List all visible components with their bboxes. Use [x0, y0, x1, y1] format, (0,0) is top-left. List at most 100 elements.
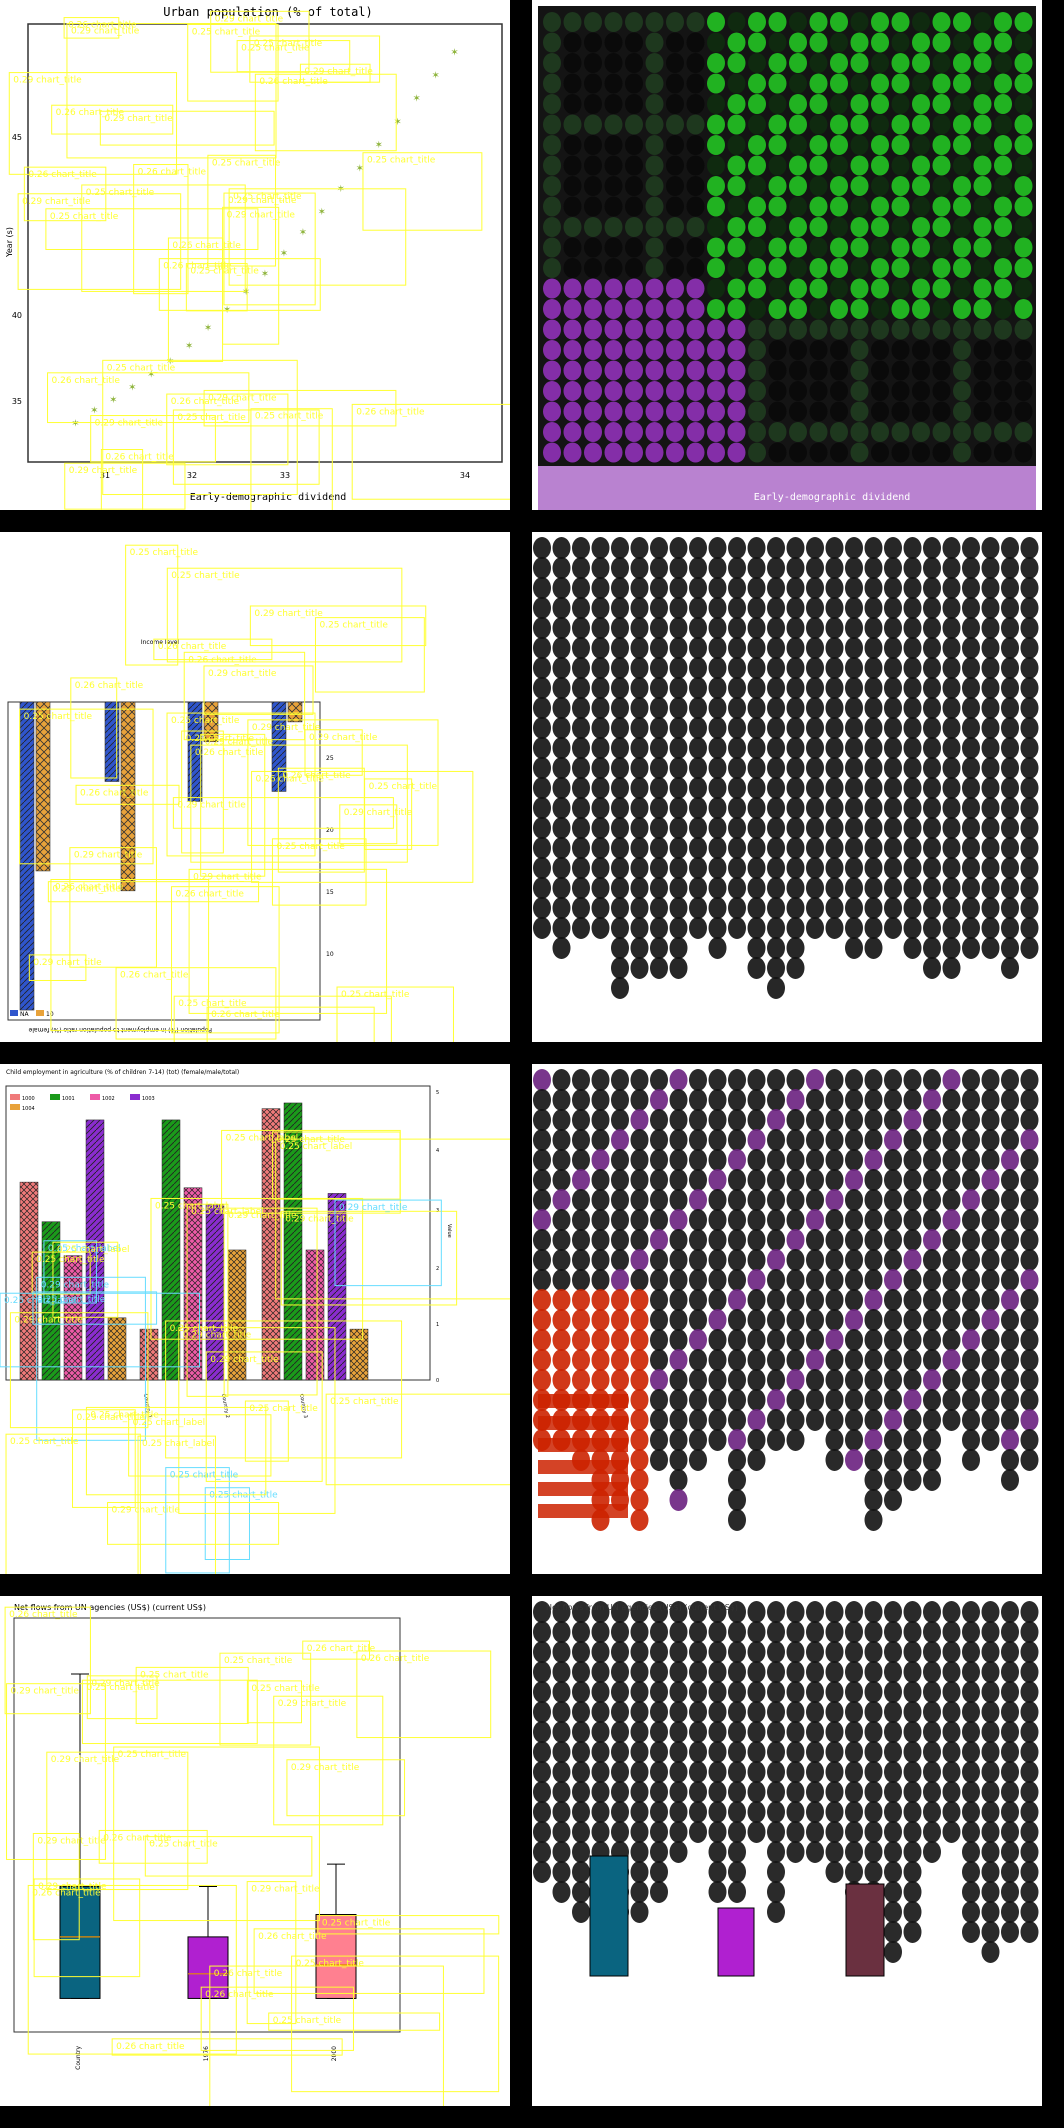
field-cell — [923, 817, 941, 839]
field-cell — [884, 637, 902, 659]
heatmap-cell — [686, 155, 705, 176]
field-cell — [923, 857, 941, 879]
field-cell — [611, 837, 629, 859]
heatmap-cell — [604, 422, 623, 442]
field-cell — [591, 757, 610, 779]
heatmap-cell — [973, 12, 992, 32]
overlay-label: 0.25 chart_title — [209, 1491, 278, 1501]
heatmap-cell — [850, 217, 869, 237]
field-cell — [767, 737, 785, 759]
overlay-box — [187, 23, 279, 102]
overlay-label: 0.25 chart_title — [249, 1404, 318, 1414]
field-cell — [845, 577, 863, 599]
field-cell — [669, 1129, 688, 1151]
field-cell — [747, 1781, 766, 1803]
field-cell — [1001, 777, 1019, 799]
overlay-box — [5, 1433, 141, 1574]
field-cell — [806, 1329, 824, 1351]
field-cell — [806, 557, 824, 579]
field-cell — [591, 1069, 610, 1091]
field-cell — [806, 657, 824, 679]
field-cell — [728, 1369, 746, 1391]
field-cell — [962, 1901, 980, 1923]
field-cell — [1001, 1269, 1019, 1291]
field-cell — [650, 597, 668, 619]
field-cell — [962, 1249, 980, 1271]
heatmap-cell — [727, 73, 746, 94]
field-cell — [825, 1109, 844, 1131]
field-cell — [884, 1329, 902, 1351]
field-cell — [669, 1641, 688, 1663]
heatmap-cell — [625, 319, 643, 340]
overlay-box — [133, 164, 189, 295]
heatmap-cell — [994, 12, 1012, 32]
field-cell — [708, 1329, 727, 1351]
field-cell — [630, 1901, 649, 1923]
field-cell — [825, 1189, 844, 1211]
overlay-label: 0.25 chart_title — [190, 267, 259, 277]
heatmap-cell — [707, 442, 725, 463]
field-cell — [591, 1369, 610, 1391]
heatmap-cell — [871, 258, 889, 278]
heatmap-cell — [543, 53, 561, 73]
field-cell — [630, 1489, 649, 1511]
heatmap-cell — [604, 278, 623, 299]
field-cell — [923, 1621, 941, 1643]
heatmap-cell — [625, 237, 643, 258]
field-cell — [708, 1841, 727, 1863]
field-cell — [650, 1801, 668, 1823]
field-cell — [728, 1801, 746, 1823]
field-cell — [942, 1681, 961, 1703]
field-cell — [903, 757, 922, 779]
field-cell — [981, 917, 1000, 939]
field-cell — [669, 757, 688, 779]
field-cell — [689, 1389, 707, 1411]
heatmap-cell — [953, 278, 971, 299]
heatmap-x-label: Early-demographic dividend — [754, 492, 911, 503]
heatmap-cell — [645, 12, 664, 32]
field-cell — [1020, 717, 1039, 739]
overlay-label: 0.25 chart_title — [233, 192, 302, 202]
field-band — [538, 1394, 628, 1408]
field-cell — [981, 1821, 1000, 1843]
field-cell — [962, 817, 980, 839]
heatmap-cell — [850, 155, 869, 176]
field-cell — [747, 1229, 766, 1251]
field-cell — [747, 837, 766, 859]
tick-labels: 31 32 33 34 35 40 45 — [12, 133, 470, 480]
field-band — [538, 1438, 628, 1452]
heatmap-svg: Early-demographic dividend — [532, 0, 1042, 510]
field-cell — [669, 1249, 688, 1271]
field-cell — [552, 1781, 571, 1803]
y-tick-label: 20 — [326, 827, 334, 834]
field-cell — [864, 1469, 883, 1491]
heatmap-cell — [543, 73, 561, 94]
field-cell — [923, 1349, 941, 1371]
field-cell — [923, 557, 941, 579]
field-cell — [903, 577, 922, 599]
overlay-label: 0.29 chart_title — [33, 958, 102, 968]
heatmap-cell — [830, 32, 848, 53]
field-cell — [747, 597, 766, 619]
field-cell — [630, 777, 649, 799]
field-cell — [611, 657, 629, 679]
field-cell — [864, 877, 883, 899]
field-cell — [591, 1761, 610, 1783]
legend-label: 1000 — [22, 1096, 35, 1102]
field-cell — [864, 717, 883, 739]
heatmap-cell — [584, 258, 602, 278]
field-cell — [728, 577, 746, 599]
heatmap-cell — [871, 299, 889, 319]
field-cell — [942, 1741, 961, 1763]
field-cell — [1020, 1409, 1039, 1431]
heatmap-cell — [686, 12, 705, 32]
overlay-label: 0.25 chart_title — [171, 571, 240, 581]
field-cell — [1001, 1801, 1019, 1823]
field-cell — [942, 697, 961, 719]
heatmap-cell — [563, 176, 582, 196]
field-cell — [669, 957, 688, 979]
heatmap-cell — [994, 360, 1012, 381]
heatmap-cell — [830, 176, 848, 196]
heatmap-cell — [871, 381, 889, 401]
field-cell — [669, 577, 688, 599]
